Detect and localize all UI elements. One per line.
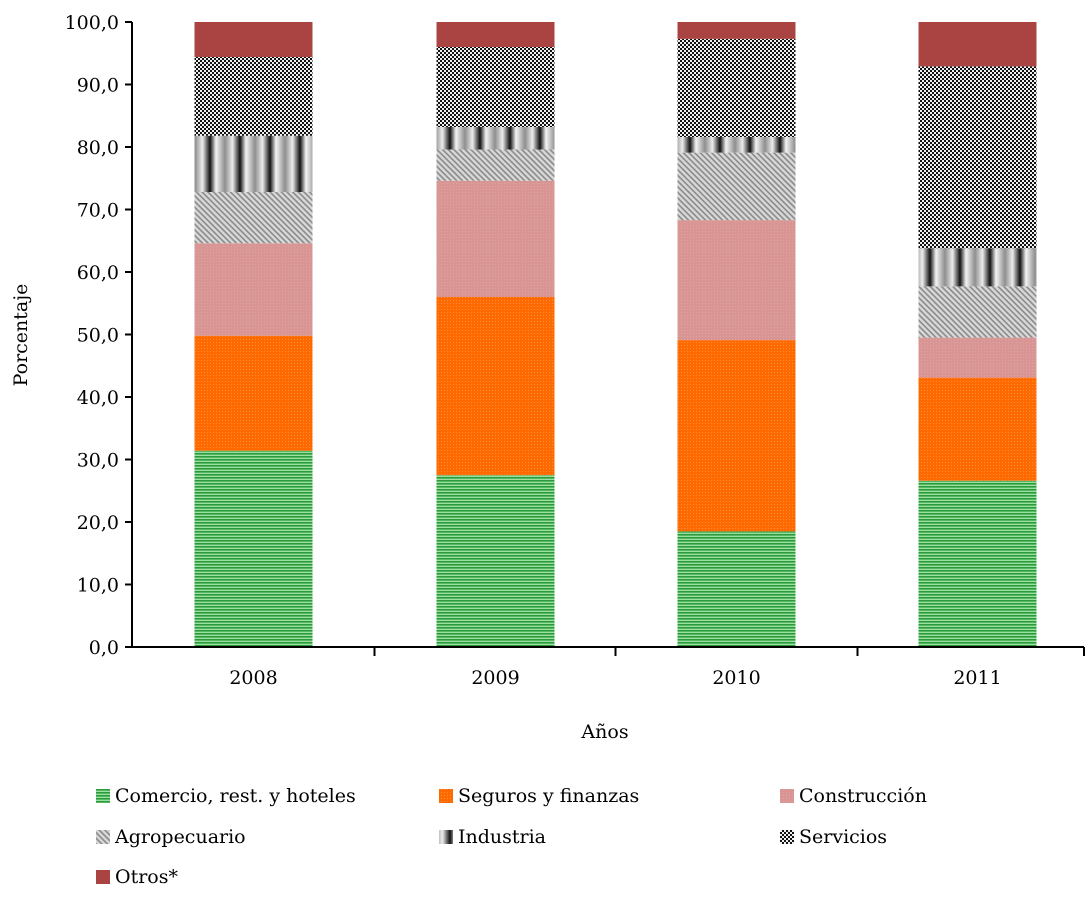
legend-label: Otros* [115,866,178,888]
legend-label: Servicios [799,826,887,848]
legend: Comercio, rest. y hoteles Seguros y finan… [96,785,927,888]
y-tick-label: 90,0 [77,75,119,97]
bar-segment-2009-3 [436,180,555,297]
bar-segment-2011-2 [918,377,1037,481]
bar-segment-2011-7 [918,22,1037,67]
bar-segment-2011-6 [918,66,1037,249]
bar-segment-2010-4 [677,152,796,221]
y-tick-label: 10,0 [77,575,119,597]
bar-segment-2010-7 [677,22,796,39]
x-tick-label: 2008 [229,667,277,689]
y-tick-label: 0,0 [89,637,119,659]
y-tick-label: 60,0 [77,262,119,284]
y-tick-label: 50,0 [77,325,119,347]
bar-segment-2010-6 [677,38,796,137]
bar-segment-2010-1 [677,531,796,647]
legend-label: Industria [458,826,546,848]
bar-segment-2008-5 [194,135,313,192]
legend-swatch [96,830,110,844]
bar-segment-2009-7 [436,22,555,47]
y-tick-label: 70,0 [77,200,119,222]
x-tick-label: 2009 [471,667,519,689]
legend-swatch [96,789,110,803]
bar-segment-2009-4 [436,149,555,181]
bar-segment-2010-2 [677,340,796,532]
bar-segment-2008-7 [194,22,313,57]
bar-segment-2008-1 [194,450,313,647]
x-tick-label: 2010 [712,667,760,689]
bar-segment-2010-5 [677,137,796,153]
x-tick-label: 2011 [953,667,1001,689]
bar-segment-2009-1 [436,475,555,647]
y-tick-label: 100,0 [65,12,119,34]
legend-label: Comercio, rest. y hoteles [115,785,356,807]
legend-label: Agropecuario [114,826,246,848]
bar-segment-2009-5 [436,127,555,150]
y-tick-label: 30,0 [77,450,119,472]
legend-label: Construcción [799,785,927,807]
bar-segment-2011-4 [918,286,1037,338]
bar-segment-2008-3 [194,243,313,336]
bar-segment-2011-5 [918,248,1037,287]
legend-swatch [439,789,453,803]
legend-swatch [780,830,794,844]
legend-swatch [96,870,110,884]
bar-segment-2011-3 [918,337,1037,378]
bar-segment-2009-2 [436,297,555,476]
bar-segment-2008-4 [194,192,313,244]
y-axis-title: Porcentaje [10,284,32,387]
x-axis-title: Años [580,721,628,743]
bar-segment-2008-6 [194,57,313,136]
y-tick-label: 40,0 [77,387,119,409]
bars-layer [194,22,1037,647]
bar-segment-2009-6 [436,47,555,127]
bar-segment-2011-1 [918,480,1037,647]
legend-swatch [780,789,794,803]
bar-segment-2008-2 [194,335,313,451]
y-tick-label: 80,0 [77,137,119,159]
legend-label: Seguros y finanzas [458,785,639,807]
legend-swatch [439,830,453,844]
bar-segment-2010-3 [677,220,796,341]
y-tick-label: 20,0 [77,512,119,534]
axes-layer: 0,0 10,0 20,0 30,0 40,0 50,0 60,0 70,0 80,0 90,0 1… [65,12,1085,689]
